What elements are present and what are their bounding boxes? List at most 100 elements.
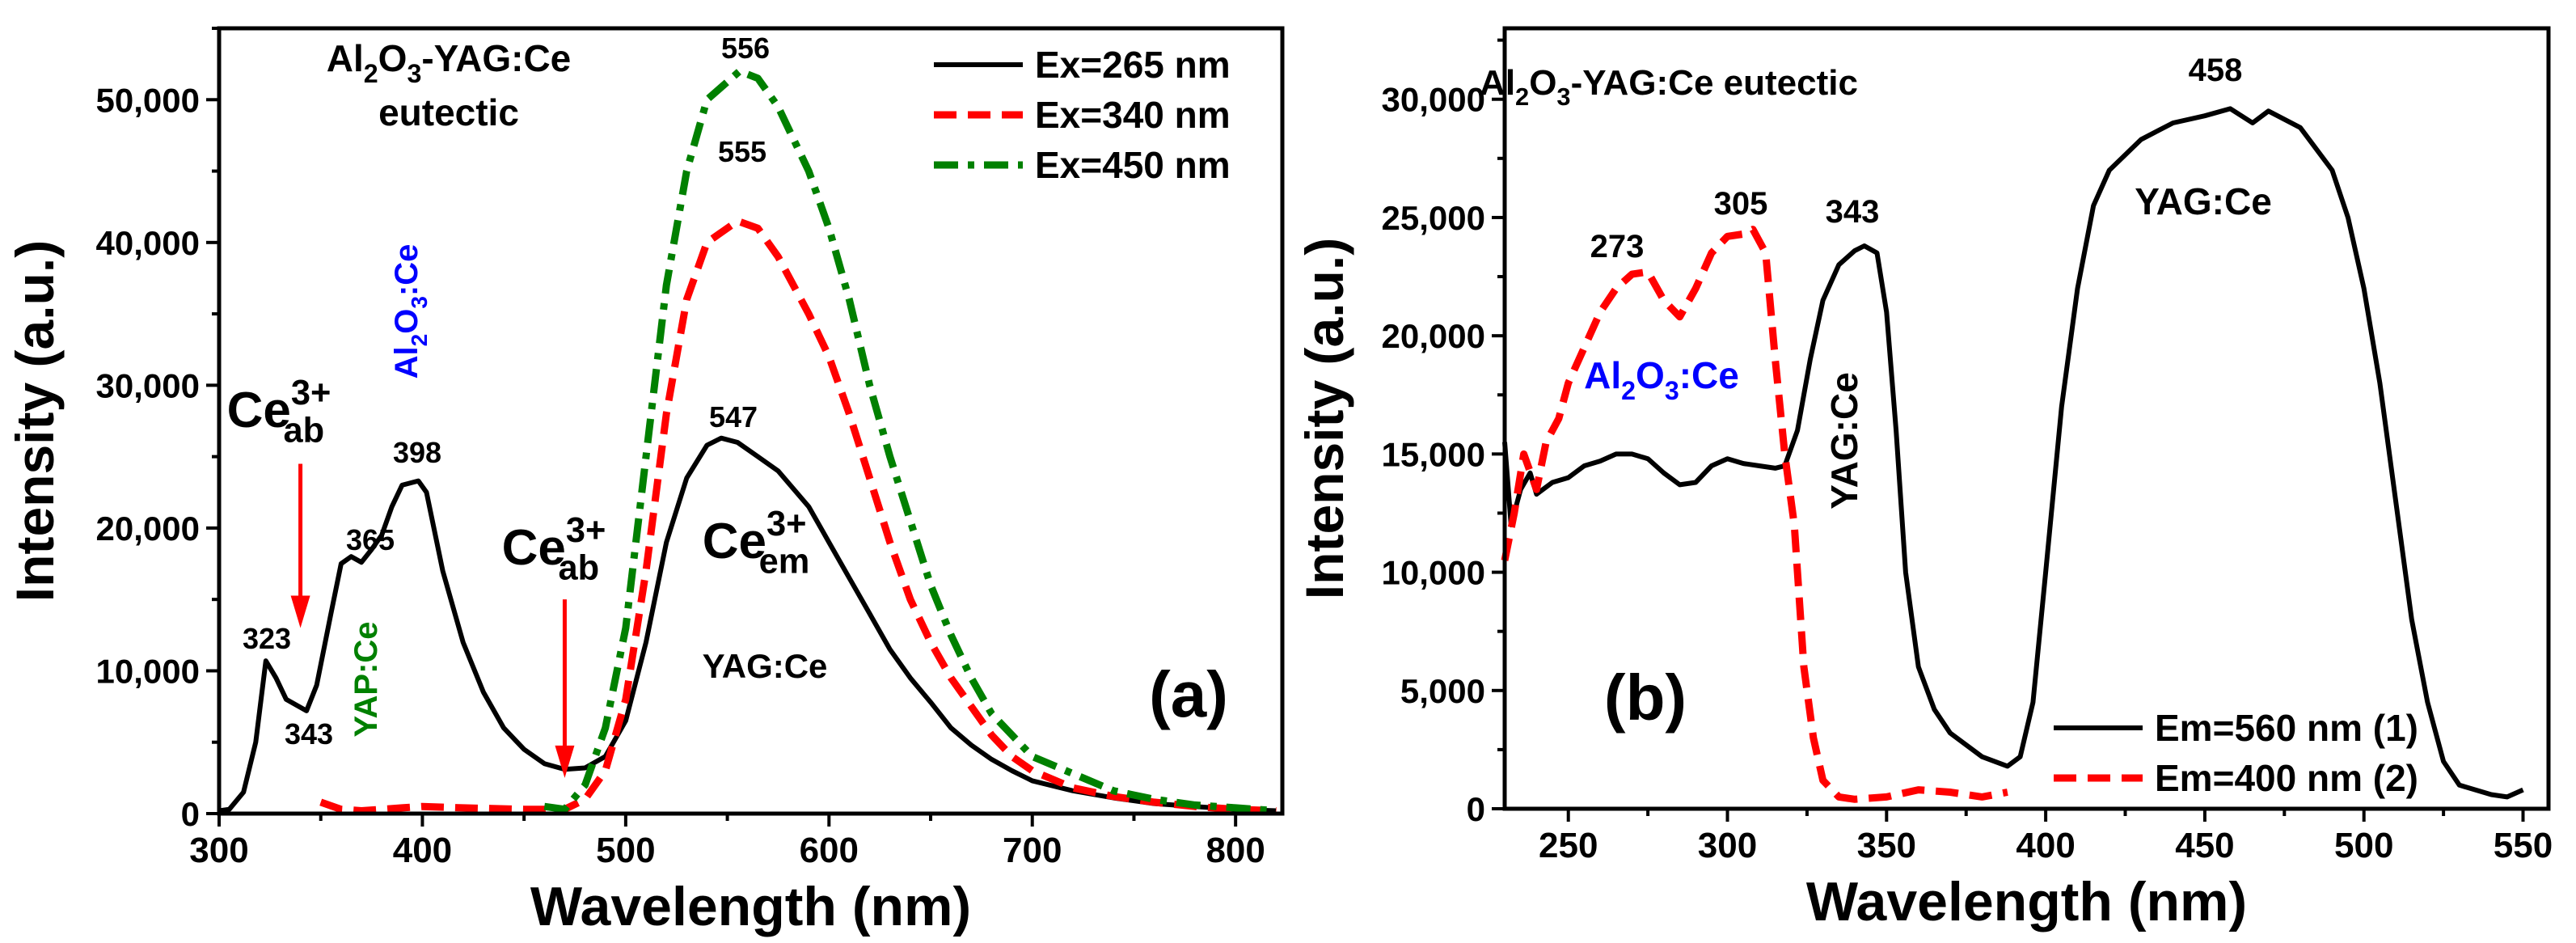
annotation-part: 458 (2189, 53, 2243, 88)
legend: Em=560 nm (1) Em=400 nm (2) (2054, 707, 2418, 799)
x-tick-label: 250 (1539, 826, 1598, 865)
annotation-part: 3 (1556, 82, 1570, 111)
legend-label: Ex=450 nm (1035, 144, 1231, 186)
annotation-al2o3: Al2O3:Ce (389, 244, 432, 379)
x-tick-label: 300 (189, 831, 248, 870)
annotation-part: O (1529, 63, 1556, 103)
y-tick-label: 15,000 (1382, 435, 1485, 473)
x-tick-label: 300 (1698, 826, 1757, 865)
annotation-part: 555 (718, 135, 766, 168)
annotation-part: 3+ (766, 505, 806, 543)
legend-label: Ex=265 nm (1035, 44, 1231, 86)
annotation-part: Al (1480, 63, 1515, 103)
annotation-part: 365 (346, 523, 395, 556)
y-tick-label: 0 (1467, 790, 1485, 828)
plot-frame (1502, 26, 2551, 811)
annotation-ceem: Ce3+ em (703, 505, 810, 581)
annotation-part: Ce (227, 383, 291, 438)
x-tick-label: 450 (2175, 826, 2234, 865)
y-tick-label: 25,000 (1382, 199, 1485, 237)
annotation-part: 2 (364, 59, 378, 88)
y-tick-label: 20,000 (96, 510, 200, 548)
x-tick-label: 550 (2494, 826, 2553, 865)
annotation-label: (a) (1149, 658, 1228, 730)
annotation-part: YAP:Ce (348, 621, 384, 737)
annotation-part: 273 (1590, 229, 1645, 264)
annotation-part: -YAG:Ce (421, 37, 571, 79)
annotation-part: (a) (1149, 658, 1228, 730)
annotation-part: Ce (703, 514, 766, 569)
annotation-yagv: YAG:Ce (1823, 372, 1865, 510)
x-axis-title: Wavelength (nm) (530, 876, 971, 937)
annotation-part: 2 (407, 334, 432, 347)
annotation-part: O (389, 309, 424, 334)
annotation-part: 398 (393, 436, 441, 469)
annotation-part: Al (327, 37, 364, 79)
annotation-p458: 458 (2189, 53, 2243, 88)
series-line-2 (1501, 226, 2008, 803)
annotation-p305: 305 (1714, 186, 1768, 222)
annotation-part: 3 (1665, 376, 1679, 405)
panel-b: 250 300 350 400 450 500 550 0 5,000 10,000 15,000 2… (1294, 26, 2553, 932)
series-line-1 (1502, 106, 2524, 800)
annotation-part: ab (283, 412, 324, 450)
annotation-part: 3+ (291, 374, 331, 412)
annotation-part: 547 (709, 400, 758, 433)
annotation-part: YAG:Ce (2135, 180, 2272, 222)
annotation-p343: 343 (285, 717, 333, 751)
annotation-part: O (378, 37, 408, 79)
annotation-part: :Ce (389, 244, 424, 296)
series-line-3 (543, 67, 1277, 814)
x-tick-label: 500 (2334, 826, 2393, 865)
annotation-part: em (759, 543, 810, 581)
arrow-head (555, 745, 575, 778)
x-tick-label: 500 (596, 831, 655, 870)
legend: Ex=265 nm Ex=340 nm Ex=450 nm (934, 44, 1231, 186)
annotation-yag: YAG:Ce (2135, 180, 2272, 222)
annotation-p323: 323 (243, 622, 291, 655)
annotation-part: 323 (243, 622, 291, 655)
y-tick-label: 0 (181, 795, 200, 833)
annotation-part: YAG:Ce (1823, 372, 1865, 510)
y-axis-title: Intensity (a.u.) (1294, 238, 1354, 599)
annotation-part: 2 (1621, 376, 1636, 405)
annotation-part: 3 (407, 59, 421, 88)
plot-frame (217, 26, 1285, 816)
annotation-part: O (1636, 354, 1665, 396)
annotation-p398: 398 (393, 436, 441, 469)
annotation-title: Al2O3-YAG:Ce (327, 37, 572, 88)
legend-label: Em=400 nm (2) (2155, 757, 2418, 799)
y-tick-label: 30,000 (1382, 81, 1485, 119)
x-tick-label: 400 (393, 831, 452, 870)
x-tick-label: 800 (1206, 831, 1265, 870)
series-line-2 (319, 217, 1277, 814)
annotation-yap: YAP:Ce (348, 621, 384, 737)
annotation-yag: YAG:Ce (703, 647, 828, 685)
y-tick-label: 50,000 (96, 81, 200, 119)
annotation-part: YAG:Ce (703, 647, 828, 685)
annotation-part: 556 (721, 32, 770, 65)
y-tick-label: 30,000 (96, 366, 200, 404)
annotation-part: 343 (285, 717, 333, 751)
annotation-part: (b) (1604, 662, 1687, 734)
legend-label: Ex=340 nm (1035, 94, 1231, 136)
x-axis-title: Wavelength (nm) (1806, 871, 2247, 932)
arrow-head (290, 595, 310, 628)
annotation-part: eutectic (378, 91, 519, 133)
y-tick-label: 10,000 (96, 652, 200, 690)
y-tick-label: 10,000 (1382, 554, 1485, 592)
annotation-part: Ce (502, 520, 566, 576)
annotation-title2: eutectic (378, 91, 519, 133)
x-tick-label: 350 (1857, 826, 1916, 865)
annotation-label: (b) (1604, 662, 1687, 734)
x-tick-label: 600 (800, 831, 859, 870)
panel-a: 300 400 500 600 700 800 0 10,000 20,000 30,000 40,… (5, 26, 1285, 937)
legend-label: Em=560 nm (1) (2155, 707, 2418, 749)
annotation-part: 343 (1826, 194, 1880, 230)
annotation-part: 2 (1515, 82, 1529, 111)
annotation-part: :Ce (1679, 354, 1739, 396)
y-axis-title: Intensity (a.u.) (5, 240, 65, 602)
annotation-al2o3: Al2O3:Ce (1584, 354, 1739, 405)
annotation-p556: 556 (721, 32, 770, 65)
